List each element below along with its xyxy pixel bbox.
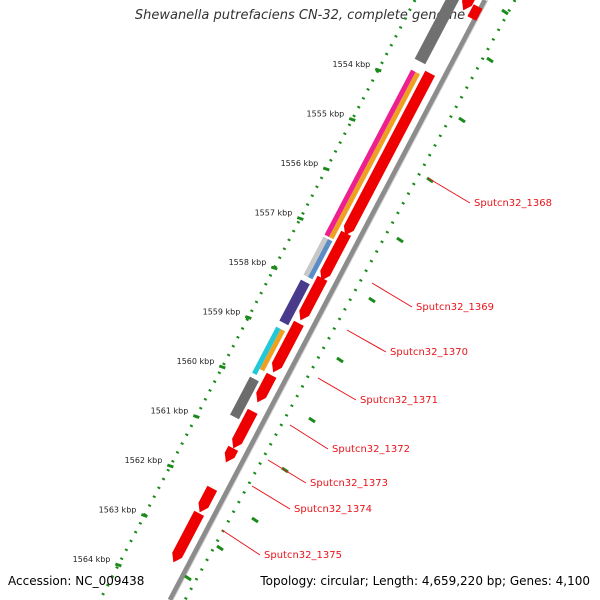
gc-tick-mark — [501, 8, 509, 16]
scale-tick-mark — [192, 414, 200, 419]
scale-tick-label: 1557 kbp — [255, 209, 293, 218]
cds-reverse-segment — [324, 69, 416, 237]
gc-tick-mark — [216, 544, 224, 552]
gene-label: Sputcn32_1368 — [474, 198, 552, 209]
cds-reverse-segment — [230, 376, 259, 420]
accession-text: Accession: NC_009438 — [8, 574, 145, 588]
cds-reverse-segment — [303, 236, 328, 277]
gene-label-leader — [371, 282, 413, 308]
scale-tick-mark — [296, 216, 304, 221]
gc-tick-mark — [486, 56, 494, 64]
cds-forward-arrow — [299, 275, 328, 321]
gene-label-leader — [251, 485, 291, 510]
gc-tick-mark — [336, 356, 344, 364]
gene-label: Sputcn32_1375 — [264, 550, 342, 561]
scale-tick-mark — [244, 315, 252, 320]
cds-reverse-segment — [307, 238, 333, 280]
scale-tick-label: 1556 kbp — [281, 159, 319, 168]
gene-label-leader — [427, 177, 471, 204]
feature-track — [172, 0, 483, 563]
cds-forward-arrow — [172, 510, 205, 563]
scale-tick-label: 1562 kbp — [125, 456, 163, 465]
scale-tick-mark — [218, 364, 226, 370]
scale-tick-label: 1554 kbp — [333, 60, 371, 69]
gc-tick-mark — [184, 574, 192, 582]
scale-tick-label: 1558 kbp — [229, 258, 267, 267]
gc-tick-mark — [368, 296, 376, 304]
gc-tick-mark — [251, 516, 259, 524]
cds-forward-arrow — [462, 0, 475, 11]
cds-forward-arrow — [271, 320, 304, 373]
scale-tick-mark — [374, 67, 382, 73]
gc-tick-mark — [426, 176, 434, 184]
gene-labels: Sputcn32_1368 Sputcn32_1369 Sputcn32_1370 S… — [221, 177, 552, 561]
gene-label-leader — [267, 459, 307, 484]
cds-reverse-segment — [414, 0, 460, 65]
backbone-ring-highlight — [172, 0, 489, 600]
gene-label: Sputcn32_1374 — [294, 504, 372, 515]
scale-tick-label: 1561 kbp — [151, 407, 189, 416]
scale-tick-mark — [348, 117, 356, 122]
cds-forward-arrow — [224, 445, 239, 463]
cds-forward-arrow — [232, 408, 258, 449]
gene-label-leader — [346, 329, 387, 353]
scale-ticks: 1554 kbp 1555 kbp 1556 kbp 1557 kbp 1558 kbp… — [73, 8, 509, 582]
scale-tick-label: 1559 kbp — [203, 308, 241, 317]
scale-tick-label: 1563 kbp — [99, 506, 137, 515]
cds-reverse-segment — [328, 71, 421, 240]
scale-tick-mark — [114, 562, 122, 568]
gene-label: Sputcn32_1371 — [360, 395, 438, 406]
topology-summary: Topology: circular; Length: 4,659,220 bp… — [260, 574, 590, 588]
gene-label-leader — [289, 424, 329, 450]
gene-label-leader — [221, 529, 261, 556]
scale-tick-mark — [322, 166, 330, 172]
cds-forward-arrow — [198, 485, 218, 513]
cds-reverse-segment — [252, 326, 281, 375]
gene-label: Sputcn32_1370 — [390, 347, 468, 358]
gene-label: Sputcn32_1369 — [416, 302, 494, 313]
cds-reverse-segment — [259, 328, 286, 372]
cds-forward-arrow — [256, 372, 277, 403]
gc-tick-mark — [396, 236, 404, 244]
scale-tick-mark — [270, 265, 278, 271]
gc-dotted-ring — [183, 0, 517, 600]
cds-forward-arrow — [320, 230, 352, 281]
cds-forward-arrow — [467, 4, 483, 21]
gene-label: Sputcn32_1373 — [310, 478, 388, 489]
cds-forward-arrow — [343, 70, 436, 236]
gene-label: Sputcn32_1372 — [332, 444, 410, 455]
map-title: Shewanella putrefaciens CN-32, complete … — [134, 8, 466, 23]
backbone-ring — [167, 0, 488, 600]
scale-tick-label: 1564 kbp — [73, 555, 111, 564]
cds-reverse-segment — [279, 279, 310, 326]
scale-tick-mark — [140, 513, 148, 518]
scale-tick-label: 1555 kbp — [307, 110, 345, 119]
gc-tick-mark — [458, 116, 466, 124]
scale-tick-mark — [166, 463, 174, 469]
gc-tick-mark — [308, 416, 316, 424]
gene-label-leader — [317, 377, 357, 401]
scale-tick-label: 1560 kbp — [177, 357, 215, 366]
